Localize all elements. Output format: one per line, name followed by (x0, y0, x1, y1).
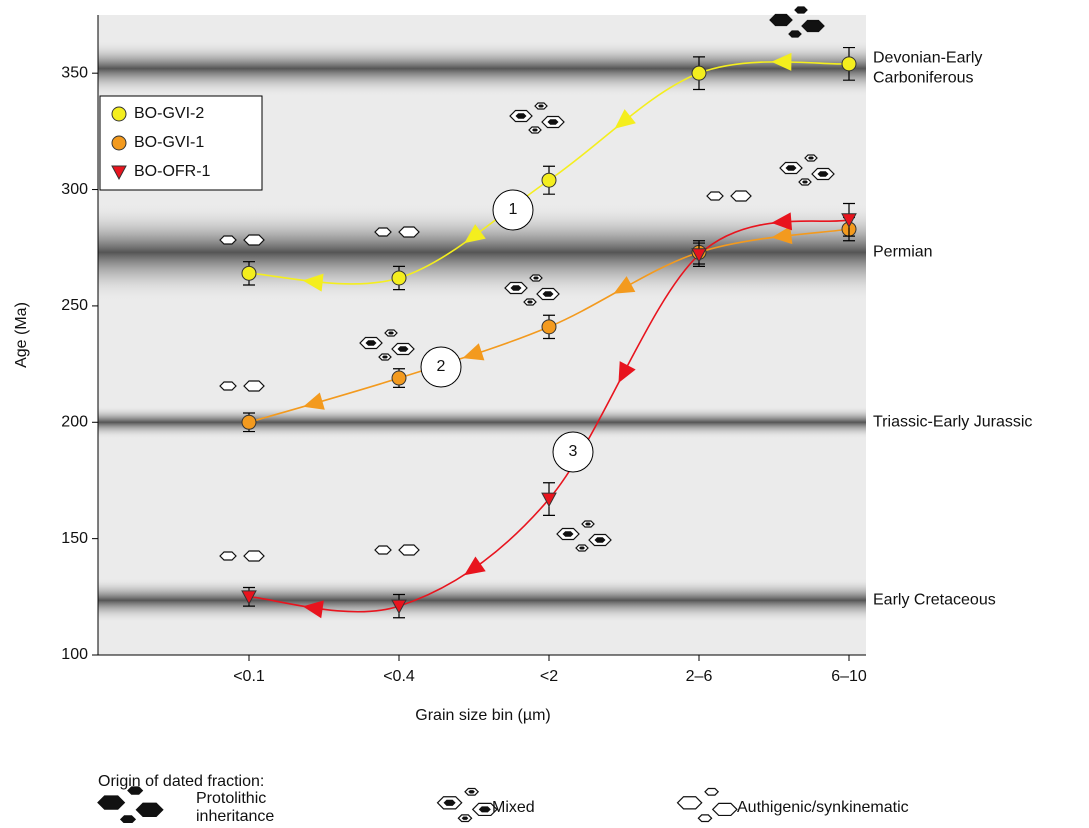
period-label: Carboniferous (873, 70, 974, 87)
crystal (375, 546, 391, 554)
crystal (713, 803, 737, 815)
period-band (98, 406, 866, 439)
y-tick-label: 300 (61, 181, 88, 198)
curve-label: 2 (437, 358, 446, 375)
y-tick-label: 100 (61, 646, 88, 663)
crystal (795, 7, 807, 13)
crystal (802, 21, 824, 32)
crystal (244, 381, 264, 391)
data-point (692, 66, 706, 80)
data-point (242, 266, 256, 280)
legend-marker (112, 136, 126, 150)
y-tick-label: 150 (61, 530, 88, 547)
period-band (98, 204, 866, 302)
period-label: Triassic-Early Jurassic (873, 413, 1032, 430)
period-band (98, 578, 866, 622)
data-point (242, 415, 256, 429)
crystal (220, 552, 236, 560)
x-tick-label: <0.4 (383, 668, 415, 685)
legend-marker (112, 107, 126, 121)
x-tick-label: <0.1 (233, 668, 265, 685)
period-label: Early Cretaceous (873, 592, 996, 609)
origin-legend-label: inheritance (196, 808, 274, 823)
y-tick-label: 200 (61, 413, 88, 430)
crystal (121, 816, 135, 823)
x-tick-label: 2–6 (686, 668, 713, 685)
legend-label: BO-GVI-1 (134, 134, 204, 151)
y-tick-label: 350 (61, 64, 88, 81)
x-tick-label: <2 (540, 668, 558, 685)
crystal (244, 551, 264, 561)
origin-legend-label: Protolithic (196, 790, 266, 807)
crystal (220, 382, 236, 390)
crystal (698, 815, 711, 822)
period-label: Permian (873, 244, 933, 261)
data-point (392, 271, 406, 285)
crystal (399, 227, 419, 237)
legend-label: BO-OFR-1 (134, 163, 211, 180)
legend-label: BO-GVI-2 (134, 105, 204, 122)
y-tick-label: 250 (61, 297, 88, 314)
data-point (542, 173, 556, 187)
crystal (789, 31, 801, 37)
origin-legend-title: Origin of dated fraction: (98, 773, 264, 790)
x-tick-label: 6–10 (831, 668, 867, 685)
crystal (705, 789, 718, 796)
crystal (98, 796, 124, 809)
crystal (244, 235, 264, 245)
crystal (731, 191, 751, 201)
x-axis-label: Grain size bin (µm) (415, 707, 550, 724)
crystal (375, 228, 391, 236)
chart: Grain size bin (µm) Age (Ma) Origin of d… (0, 0, 1089, 823)
crystal (136, 803, 162, 816)
crystal (399, 545, 419, 555)
data-point (392, 371, 406, 385)
crystal (128, 787, 142, 794)
origin-legend-label: Authigenic/synkinematic (737, 799, 909, 816)
curve-label: 1 (509, 201, 518, 218)
data-point (542, 320, 556, 334)
crystal (770, 15, 792, 26)
crystal (220, 236, 236, 244)
period-band (98, 41, 866, 97)
data-point (842, 57, 856, 71)
origin-legend-label: Mixed (492, 799, 535, 816)
y-axis-label: Age (Ma) (13, 302, 30, 368)
curve-label: 3 (569, 443, 578, 460)
period-label: Devonian-Early (873, 50, 982, 67)
crystal (678, 797, 702, 809)
crystal (707, 192, 723, 200)
